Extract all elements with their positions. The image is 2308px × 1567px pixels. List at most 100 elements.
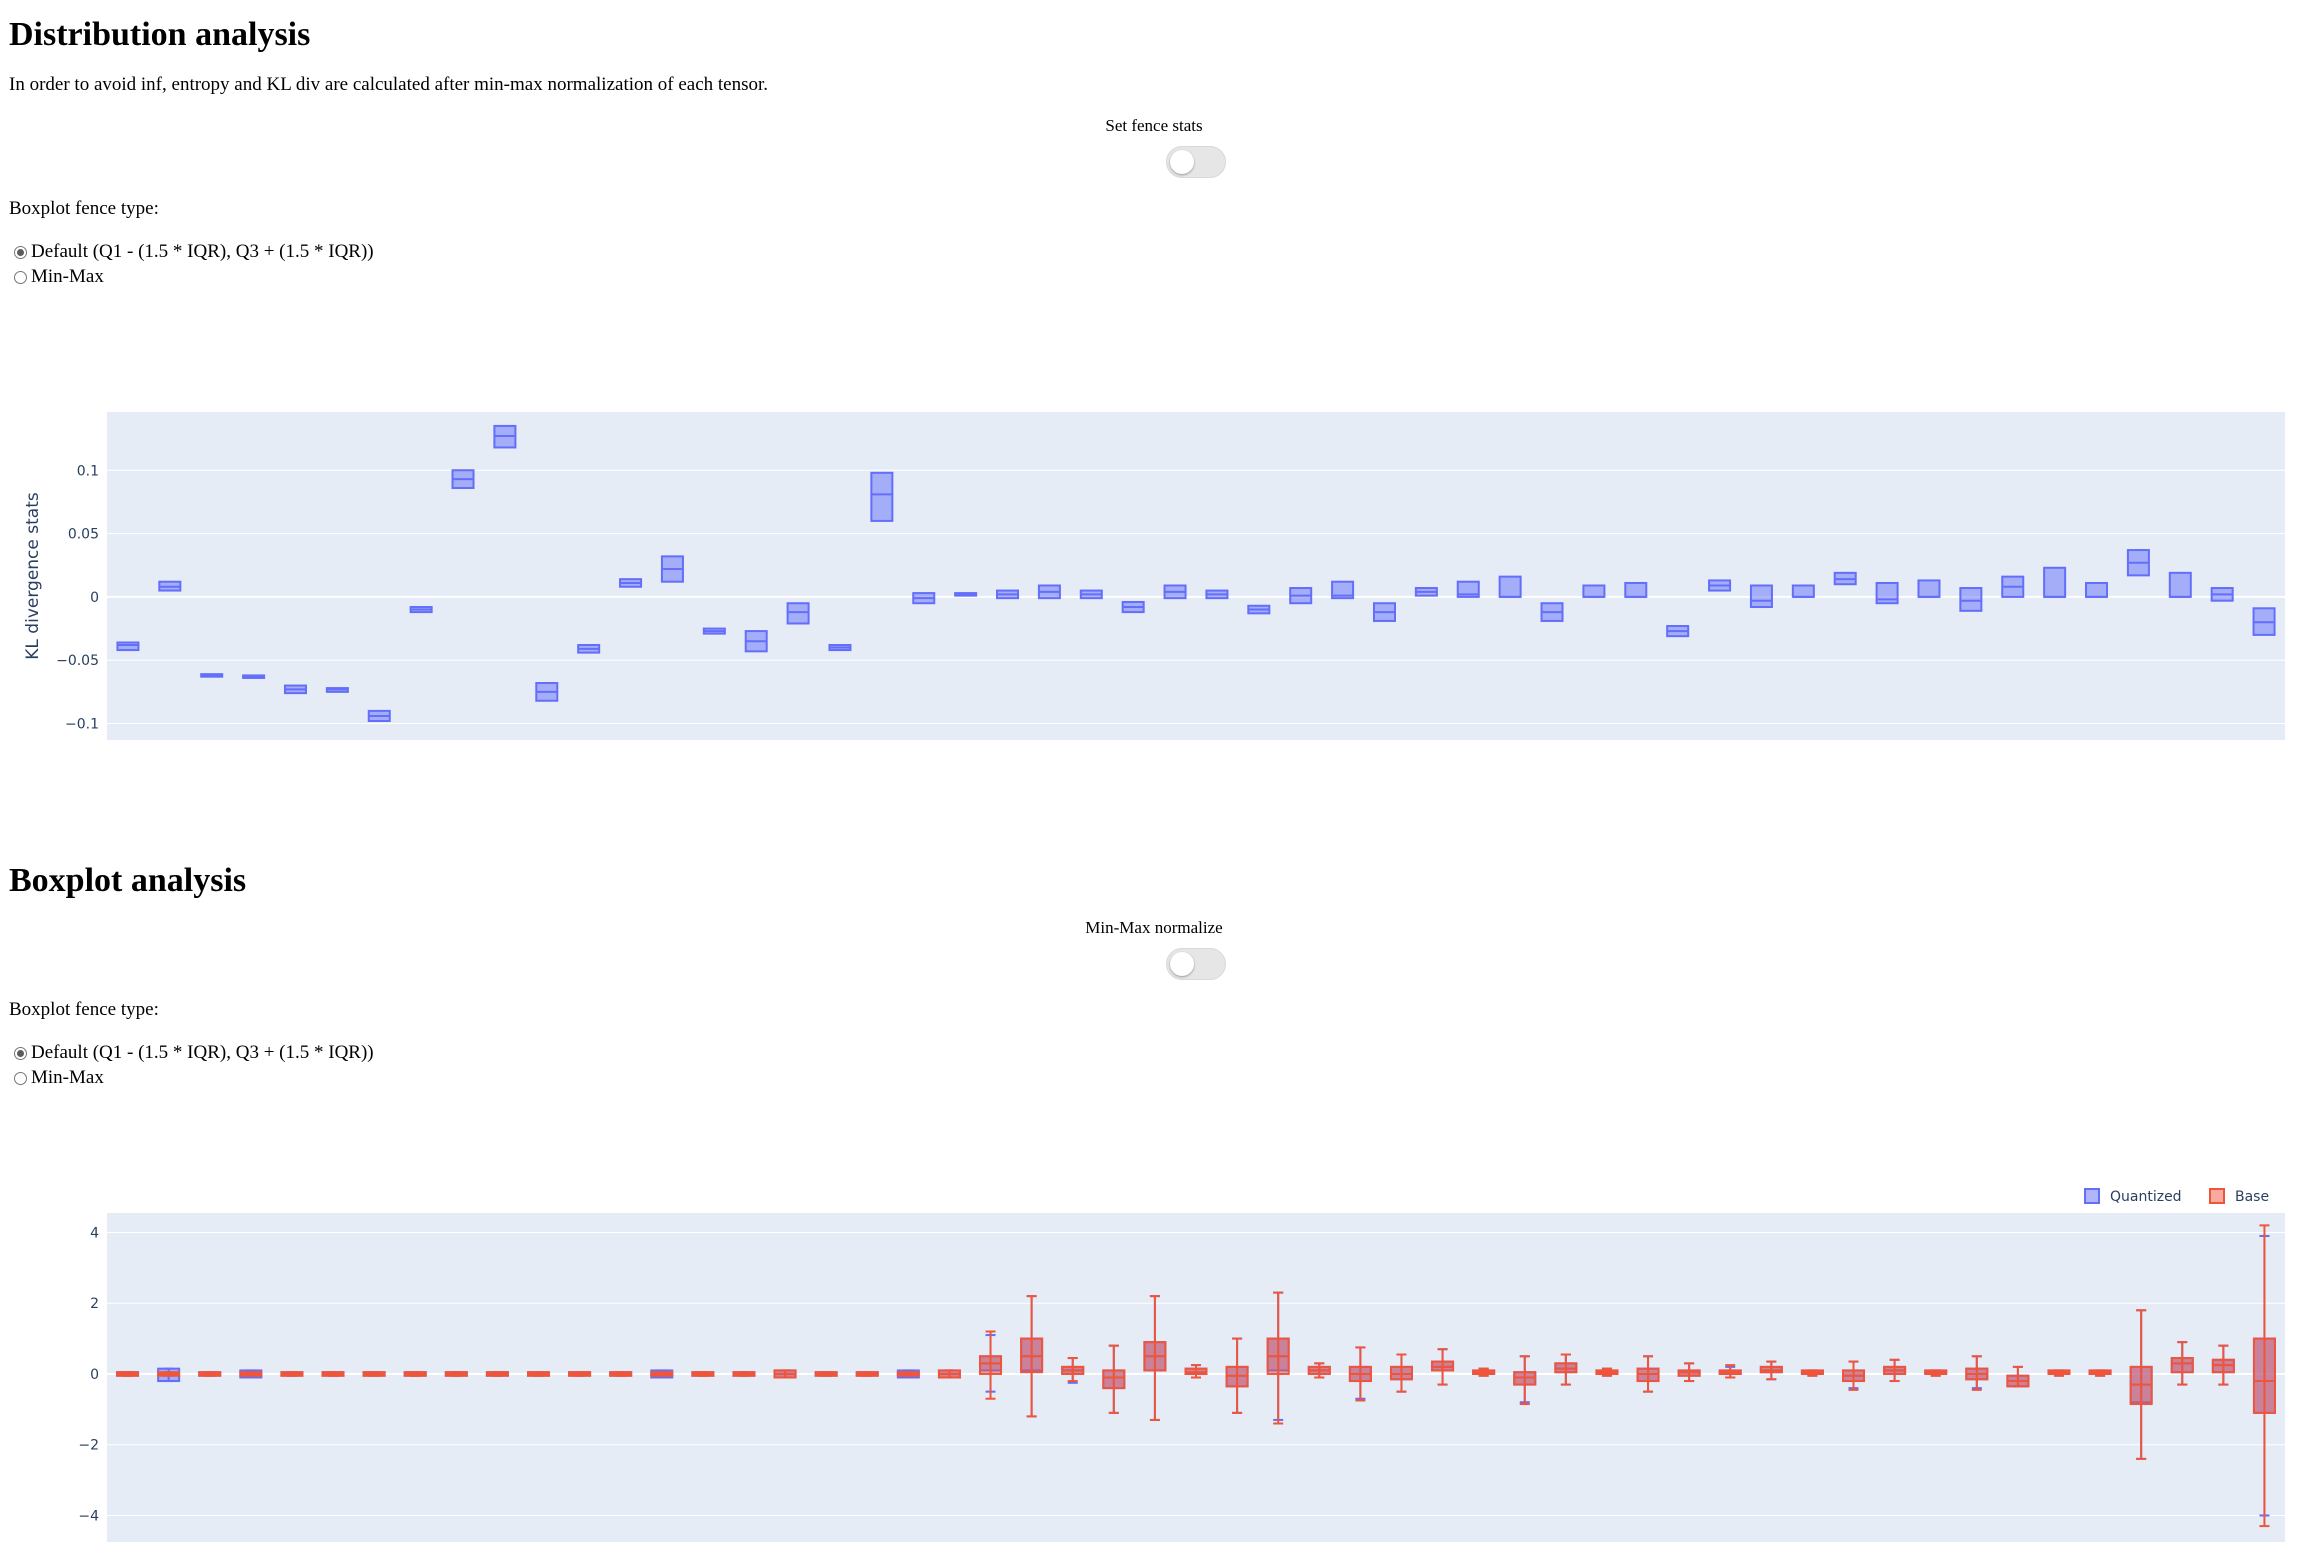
kl-box[interactable]: [786, 602, 810, 625]
base-box[interactable]: [1636, 1355, 1660, 1393]
base-box[interactable]: [1102, 1344, 1126, 1414]
base-box[interactable]: [198, 1371, 222, 1377]
kl-box[interactable]: [2210, 587, 2234, 602]
base-box[interactable]: [1061, 1357, 1085, 1383]
kl-box[interactable]: [1749, 584, 1773, 609]
kl-box[interactable]: [996, 589, 1020, 600]
base-box[interactable]: [609, 1371, 633, 1377]
base-box[interactable]: [896, 1371, 920, 1377]
kl-box[interactable]: [1331, 580, 1355, 600]
base-box[interactable]: [2129, 1309, 2153, 1460]
kl-box[interactable]: [1875, 581, 1899, 605]
kl-box[interactable]: [1917, 579, 1941, 598]
kl-box[interactable]: [200, 673, 224, 678]
kl-box[interactable]: [1582, 584, 1606, 598]
distribution-fence-default-option[interactable]: Default (Q1 - (1.5 * IQR), Q3 + (1.5 * I…: [14, 241, 374, 263]
base-box[interactable]: [2088, 1369, 2112, 1377]
kl-box[interactable]: [535, 682, 559, 702]
kl-box[interactable]: [954, 592, 978, 597]
base-box[interactable]: [1842, 1360, 1866, 1391]
kl-box[interactable]: [116, 641, 140, 652]
kl-box[interactable]: [451, 469, 475, 489]
base-box[interactable]: [116, 1371, 140, 1377]
kl-box[interactable]: [1708, 579, 1732, 592]
base-box[interactable]: [1225, 1337, 1249, 1414]
base-box[interactable]: [1307, 1362, 1331, 1379]
kl-box[interactable]: [1163, 584, 1187, 600]
base-box[interactable]: [403, 1371, 427, 1377]
kl-box[interactable]: [1791, 584, 1815, 598]
base-box[interactable]: [1595, 1367, 1619, 1377]
kl-box[interactable]: [1037, 584, 1061, 600]
kl-box[interactable]: [2126, 549, 2150, 577]
base-box[interactable]: [157, 1371, 181, 1377]
base-box[interactable]: [1883, 1358, 1907, 1383]
radio-minmax[interactable]: [14, 270, 27, 284]
base-box[interactable]: [1759, 1360, 1783, 1381]
base-box[interactable]: [239, 1371, 263, 1377]
distribution-fence-minmax-option[interactable]: Min-Max: [14, 266, 104, 288]
kl-box[interactable]: [1121, 600, 1145, 614]
kl-box[interactable]: [409, 606, 433, 614]
kl-box[interactable]: [2085, 581, 2109, 598]
kl-box[interactable]: [619, 578, 643, 588]
base-box[interactable]: [568, 1371, 592, 1377]
base-box[interactable]: [1800, 1369, 1824, 1377]
base-box[interactable]: [485, 1371, 509, 1377]
kl-box[interactable]: [1540, 602, 1564, 622]
kl-box[interactable]: [2043, 566, 2067, 598]
base-box[interactable]: [1389, 1353, 1413, 1393]
kl-box[interactable]: [1205, 589, 1229, 600]
kl-box[interactable]: [242, 674, 266, 679]
base-box[interactable]: [1965, 1355, 1989, 1391]
base-box[interactable]: [1472, 1367, 1496, 1377]
base-box[interactable]: [2047, 1369, 2071, 1377]
base-box[interactable]: [773, 1369, 797, 1379]
radio-default[interactable]: [14, 245, 27, 259]
boxplot-fence-minmax-option[interactable]: Min-Max: [14, 1067, 104, 1089]
kl-box[interactable]: [1289, 587, 1313, 605]
kl-box[interactable]: [702, 627, 726, 635]
kl-box[interactable]: [1456, 580, 1480, 598]
base-box[interactable]: [1348, 1346, 1372, 1402]
base-box[interactable]: [1020, 1295, 1044, 1418]
base-box[interactable]: [444, 1371, 468, 1377]
radio-minmax[interactable]: [14, 1071, 27, 1085]
base-box[interactable]: [321, 1371, 345, 1377]
kl-box[interactable]: [158, 580, 182, 592]
kl-box[interactable]: [493, 424, 517, 449]
base-box[interactable]: [362, 1371, 386, 1377]
kl-box[interactable]: [870, 471, 894, 522]
base-box[interactable]: [1718, 1364, 1742, 1379]
kl-box[interactable]: [744, 630, 768, 653]
radio-default[interactable]: [14, 1046, 27, 1060]
base-box[interactable]: [1513, 1355, 1537, 1406]
kl-box[interactable]: [1624, 581, 1648, 598]
kl-box[interactable]: [2001, 575, 2025, 598]
kl-box[interactable]: [2252, 607, 2276, 636]
legend-item-quantized[interactable]: Quantized: [2084, 1188, 2182, 1205]
base-box[interactable]: [2006, 1365, 2030, 1388]
kl-box[interactable]: [1959, 587, 1983, 612]
base-box[interactable]: [691, 1371, 715, 1377]
kl-box[interactable]: [828, 644, 852, 652]
kl-box[interactable]: [2168, 571, 2192, 598]
kl-box[interactable]: [1372, 602, 1396, 622]
kl-box[interactable]: [912, 592, 936, 605]
base-box[interactable]: [1924, 1369, 1948, 1377]
base-box[interactable]: [732, 1371, 756, 1377]
base-box[interactable]: [2170, 1341, 2194, 1386]
base-box[interactable]: [1431, 1348, 1455, 1386]
base-box[interactable]: [1266, 1291, 1290, 1425]
kl-box[interactable]: [1833, 571, 1857, 586]
boxplot-fence-default-option[interactable]: Default (Q1 - (1.5 * IQR), Q3 + (1.5 * I…: [14, 1042, 374, 1064]
legend-item-base[interactable]: Base: [2209, 1188, 2269, 1205]
base-box[interactable]: [650, 1371, 674, 1377]
base-box[interactable]: [855, 1371, 879, 1377]
base-box[interactable]: [937, 1369, 961, 1379]
base-box[interactable]: [1184, 1364, 1208, 1379]
kl-box[interactable]: [1247, 604, 1271, 615]
base-box[interactable]: [1143, 1295, 1167, 1421]
kl-box[interactable]: [1498, 575, 1522, 598]
base-box[interactable]: [2252, 1224, 2276, 1528]
